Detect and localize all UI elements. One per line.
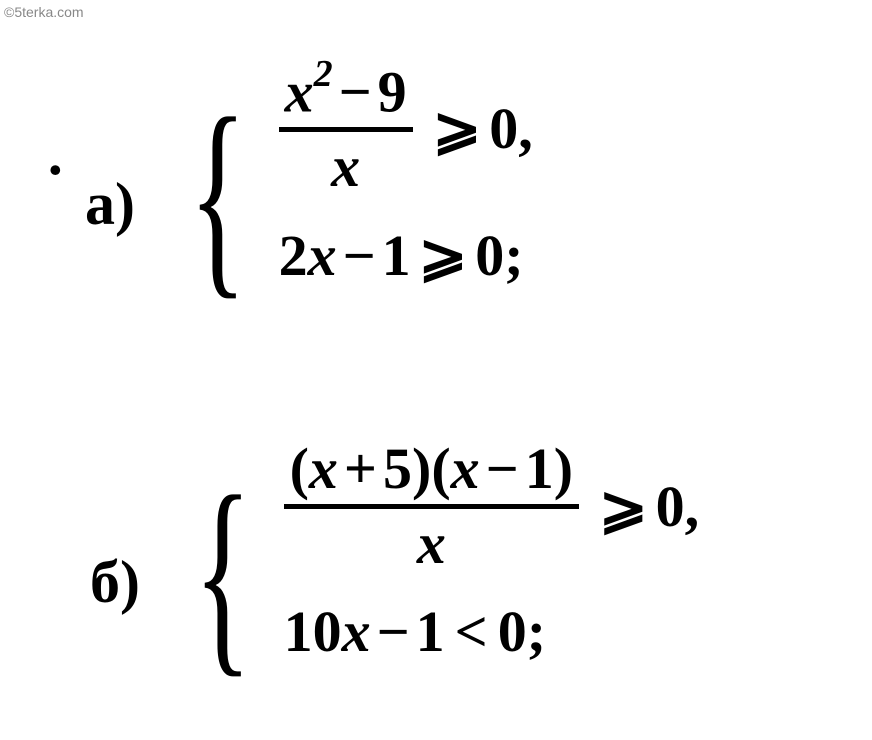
rhs-b2: 0 bbox=[498, 598, 527, 665]
x1: x bbox=[309, 436, 338, 501]
ge-symbol: ⩾ bbox=[433, 94, 482, 162]
fraction-bar-b bbox=[284, 504, 579, 509]
num-x: x bbox=[285, 59, 314, 124]
const-b2: 1 bbox=[416, 598, 445, 665]
inequality-a2: 2x−1 ⩾ 0; bbox=[279, 221, 533, 289]
term-b2: ; bbox=[527, 598, 546, 665]
fraction-bar bbox=[279, 127, 413, 132]
fraction-b1: (x+5)(x−1) x bbox=[284, 440, 579, 573]
denominator-b1: x bbox=[411, 515, 452, 573]
rhs-a1: 0 bbox=[489, 95, 518, 162]
op2: − bbox=[486, 436, 519, 501]
num-const: 9 bbox=[378, 59, 407, 124]
rhs-b1: 0 bbox=[656, 473, 685, 540]
system-a: x2−9 x ⩾ 0, 2x−1 ⩾ 0; bbox=[279, 60, 533, 289]
label-b: б) bbox=[90, 548, 140, 617]
term-a2: ; bbox=[504, 222, 523, 289]
p1o: ( bbox=[290, 436, 309, 501]
numerator-a1: x2−9 bbox=[279, 60, 413, 121]
c1: 5 bbox=[383, 436, 412, 501]
inequality-b2: 10x−1 < 0; bbox=[284, 598, 700, 665]
p2c: ) bbox=[554, 436, 573, 501]
c2: 1 bbox=[525, 436, 554, 501]
num-op: − bbox=[339, 59, 372, 124]
coef-a2: 2 bbox=[279, 222, 308, 289]
system-b: (x+5)(x−1) x ⩾ 0, 10x−1 < 0; bbox=[284, 440, 700, 665]
coef-b2: 10 bbox=[284, 598, 342, 665]
ge-symbol-2: ⩾ bbox=[419, 221, 468, 289]
term-b1: , bbox=[685, 473, 700, 540]
inequality-a1: x2−9 x ⩾ 0, bbox=[279, 60, 533, 196]
p2o: ( bbox=[431, 436, 450, 501]
watermark-text: ©5terka.com bbox=[4, 4, 84, 20]
label-a: а) bbox=[85, 170, 135, 239]
ge-symbol-b: ⩾ bbox=[599, 473, 648, 541]
numerator-b1: (x+5)(x−1) bbox=[284, 440, 579, 498]
denominator-a1: x bbox=[325, 138, 366, 196]
x2: x bbox=[451, 436, 480, 501]
op-b2: − bbox=[377, 598, 410, 665]
term-a1: , bbox=[518, 95, 533, 162]
fraction-a1: x2−9 x bbox=[279, 60, 413, 196]
problem-b: б) { (x+5)(x−1) x ⩾ 0, 10x−1 < 0; bbox=[90, 440, 699, 665]
inequality-b1: (x+5)(x−1) x ⩾ 0, bbox=[284, 440, 700, 573]
var-a2: x bbox=[308, 222, 337, 289]
op1: + bbox=[344, 436, 377, 501]
p1c: ) bbox=[412, 436, 431, 501]
var-b2: x bbox=[342, 598, 371, 665]
op-a2: − bbox=[343, 222, 376, 289]
problem-a: . а) { x2−9 x ⩾ 0, 2x−1 ⩾ 0; bbox=[50, 60, 533, 289]
lt-symbol: < bbox=[455, 598, 488, 665]
const-a2: 1 bbox=[382, 222, 411, 289]
leading-dot: . bbox=[50, 120, 65, 189]
num-sup: 2 bbox=[314, 53, 333, 95]
rhs-a2: 0 bbox=[475, 222, 504, 289]
